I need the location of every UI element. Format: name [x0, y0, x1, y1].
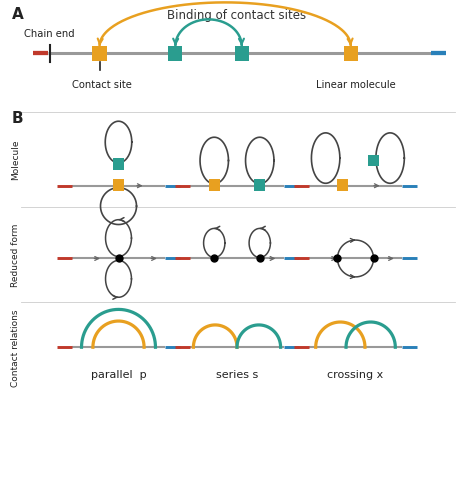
Bar	[235, 47, 249, 61]
Text: Molecule: Molecule	[11, 139, 19, 180]
Text: Reduced form: Reduced form	[11, 223, 19, 286]
Text: A: A	[12, 7, 24, 22]
Text: Binding of contact sites: Binding of contact sites	[167, 9, 307, 22]
Bar	[254, 180, 265, 192]
Bar	[209, 180, 220, 192]
Bar	[92, 47, 107, 61]
Text: Linear molecule: Linear molecule	[316, 79, 395, 90]
Bar	[344, 47, 358, 61]
Text: B: B	[12, 110, 24, 125]
Text: Contact relations: Contact relations	[11, 309, 19, 386]
Bar	[368, 155, 379, 167]
Bar	[113, 180, 124, 192]
Text: series s: series s	[216, 369, 258, 379]
Bar	[113, 159, 124, 170]
Text: crossing x: crossing x	[328, 369, 383, 379]
Bar	[337, 180, 348, 192]
Text: Chain end: Chain end	[24, 29, 74, 39]
Text: parallel  p: parallel p	[91, 369, 146, 379]
Bar	[168, 47, 182, 61]
Text: Contact site: Contact site	[72, 79, 132, 90]
